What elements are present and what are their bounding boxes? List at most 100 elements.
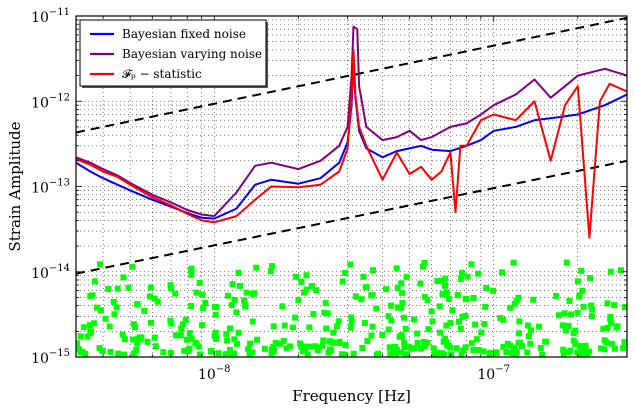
x-axis-title: Frequency [Hz] (292, 387, 411, 405)
scatter-point (350, 350, 357, 357)
scatter-point (110, 298, 117, 305)
scatter-point (608, 319, 615, 326)
scatter-point (369, 292, 376, 299)
scatter-point (196, 279, 203, 286)
scatter-point (261, 345, 268, 352)
scatter-point (231, 296, 238, 303)
scatter-point (363, 283, 370, 290)
scatter-point (560, 346, 567, 353)
scatter-point (290, 324, 297, 331)
scatter-point (566, 297, 573, 304)
scatter-point (563, 259, 570, 266)
scatter-point (460, 347, 467, 354)
scatter-point (229, 281, 236, 288)
scatter-point (323, 325, 330, 332)
scatter-point (475, 347, 482, 354)
scatter-point (106, 323, 113, 330)
scatter-point (224, 337, 231, 344)
scatter-point (524, 322, 531, 329)
scatter-point (199, 291, 206, 298)
scatter-point (125, 284, 132, 291)
scatter-point (167, 282, 174, 289)
scatter-point (369, 323, 376, 330)
scatter-point (132, 324, 139, 331)
x-tick-label: 10−8 (198, 364, 231, 383)
scatter-point (420, 263, 427, 270)
scatter-point (617, 267, 624, 274)
scatter-point (457, 325, 464, 332)
scatter-point (442, 275, 449, 282)
scatter-point (588, 313, 595, 320)
y-tick-label: 10−12 (31, 92, 70, 111)
scatter-point (134, 340, 141, 347)
scatter-point (224, 292, 231, 299)
scatter-point (399, 300, 406, 307)
scatter-point (121, 351, 128, 357)
scatter-point (516, 339, 523, 346)
scatter-point (472, 321, 479, 328)
scatter-point (197, 351, 204, 357)
scatter-point (84, 333, 91, 340)
scatter-point (113, 304, 120, 311)
scatter-point (303, 272, 310, 279)
scatter-point (243, 289, 250, 296)
scatter-point (99, 348, 106, 355)
scatter-point (310, 311, 317, 318)
scatter-point (182, 316, 189, 323)
scatter-point (503, 349, 510, 356)
scatter-point (313, 287, 320, 294)
scatter-point (202, 300, 209, 307)
scatter-point (462, 312, 469, 319)
scatter-point (453, 345, 460, 352)
scatter-point (212, 329, 219, 336)
scatter-point (277, 340, 284, 347)
scatter-point (604, 300, 611, 307)
scatter-point (444, 342, 451, 349)
scatter-point (181, 347, 188, 354)
scatter-point (186, 330, 193, 337)
scatter-point (458, 351, 465, 357)
scatter-point (192, 339, 199, 346)
scatter-point (188, 302, 195, 309)
scatter-point (199, 322, 206, 329)
scatter-point (373, 305, 380, 312)
scatter-point (442, 282, 449, 289)
scatter-point (430, 345, 437, 352)
scatter-point (236, 282, 243, 289)
x-tick-label: 10−7 (477, 364, 510, 383)
scatter-point (348, 314, 355, 321)
scatter-point (167, 317, 174, 324)
scatter-point (90, 320, 97, 327)
scatter-point (437, 329, 444, 336)
y-tick-label: 10−13 (31, 178, 70, 197)
legend-label: Bayesian fixed noise (122, 27, 246, 41)
scatter-point (369, 267, 376, 274)
scatter-point (581, 347, 588, 354)
scatter-point (309, 283, 316, 290)
scatter-point (281, 322, 288, 329)
scatter-point (398, 333, 405, 340)
scatter-point (493, 349, 500, 356)
scatter-point (388, 302, 395, 309)
scatter-point (312, 343, 319, 350)
scatter-point (225, 351, 232, 357)
series-lines (76, 25, 627, 239)
scatter-point (168, 285, 175, 292)
scatter-point (530, 296, 537, 303)
scatter-point (146, 293, 153, 300)
scatter-point (440, 351, 447, 357)
scatter-point (342, 341, 349, 348)
scatter-point (341, 269, 348, 276)
scatter-point (398, 280, 405, 287)
scatter-point (167, 349, 174, 356)
scatter-point (513, 350, 520, 357)
scatter-point (333, 323, 340, 330)
scatter-point (93, 304, 100, 311)
scatter-point (185, 346, 192, 353)
scatter-point (414, 330, 421, 337)
scatter-point (319, 342, 326, 349)
scatter-point (570, 337, 577, 344)
scatter-point (385, 326, 392, 333)
y-axis-title: Strain Amplitude (6, 121, 24, 251)
scatter-point (306, 324, 313, 331)
